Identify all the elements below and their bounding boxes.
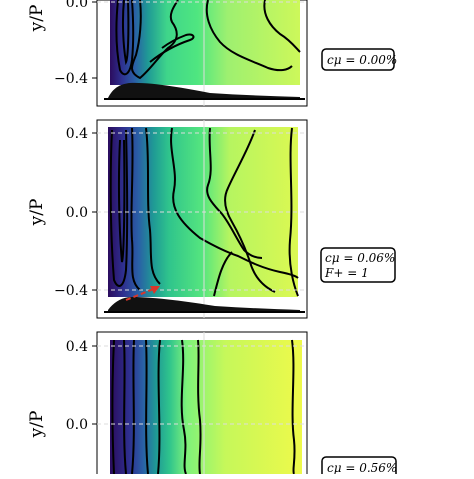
y-tick-label: 0.4 — [66, 126, 88, 142]
contour-line — [263, 0, 301, 53]
contour-line — [130, 127, 141, 291]
contour-line — [149, 33, 195, 63]
contour-line — [180, 339, 187, 474]
y-tick-label: 0.0 — [66, 0, 88, 11]
airfoil-surface — [108, 82, 300, 99]
flow-control-arrow — [125, 286, 160, 301]
contour-line — [123, 339, 127, 474]
annotation-box: cμ = 0.00% — [321, 48, 397, 71]
contour-line — [117, 139, 126, 263]
contour-line — [121, 0, 130, 66]
contour-line — [205, 0, 293, 72]
contour-field-bottom — [110, 340, 302, 474]
y-tick-label: 0.0 — [66, 417, 88, 433]
y-axis-label: y/P — [27, 199, 47, 227]
y-tick-label: 0.0 — [66, 205, 88, 221]
panel-middle: 0.4 0.0 −0.4 y/P cμ = 0.06% F+ = 1 — [27, 119, 396, 319]
contour-line — [170, 127, 299, 279]
contour-line — [115, 0, 135, 76]
contour-line — [288, 127, 299, 297]
y-tick-label: 0.4 — [66, 339, 88, 355]
contour-line — [291, 339, 296, 474]
annotation-box: cμ = 0.06% F+ = 1 — [320, 247, 396, 283]
annotation-line: cμ = 0.06% — [325, 251, 395, 265]
y-axis-label: y/P — [27, 411, 47, 439]
panel-top: 0.0 −0.4 y/P cμ = 0.00% — [27, 0, 397, 107]
annotation-line: cμ = 0.00% — [327, 53, 397, 67]
contour-line — [224, 129, 276, 293]
y-tick-label: −0.4 — [54, 283, 88, 299]
annotation-box: cμ = 0.56% — [321, 456, 397, 479]
contour-line — [157, 339, 161, 474]
contour-line — [131, 339, 135, 474]
contour-line — [206, 127, 263, 259]
contour-line — [213, 251, 233, 297]
y-tick-label: −0.4 — [54, 71, 88, 87]
y-axis-label: y/P — [27, 5, 47, 33]
panel-bottom: 0.4 0.0 y/P cμ = 0.56% — [27, 331, 397, 479]
contour-line — [111, 339, 115, 474]
contour-line — [145, 339, 149, 474]
airfoil-surface — [108, 297, 300, 312]
annotation-line: cμ = 0.56% — [327, 461, 397, 474]
contour-line — [197, 339, 202, 474]
annotation-line: F+ = 1 — [324, 266, 369, 280]
contour-line — [145, 127, 161, 285]
contour-line — [109, 129, 129, 287]
contour-line — [131, 0, 179, 80]
